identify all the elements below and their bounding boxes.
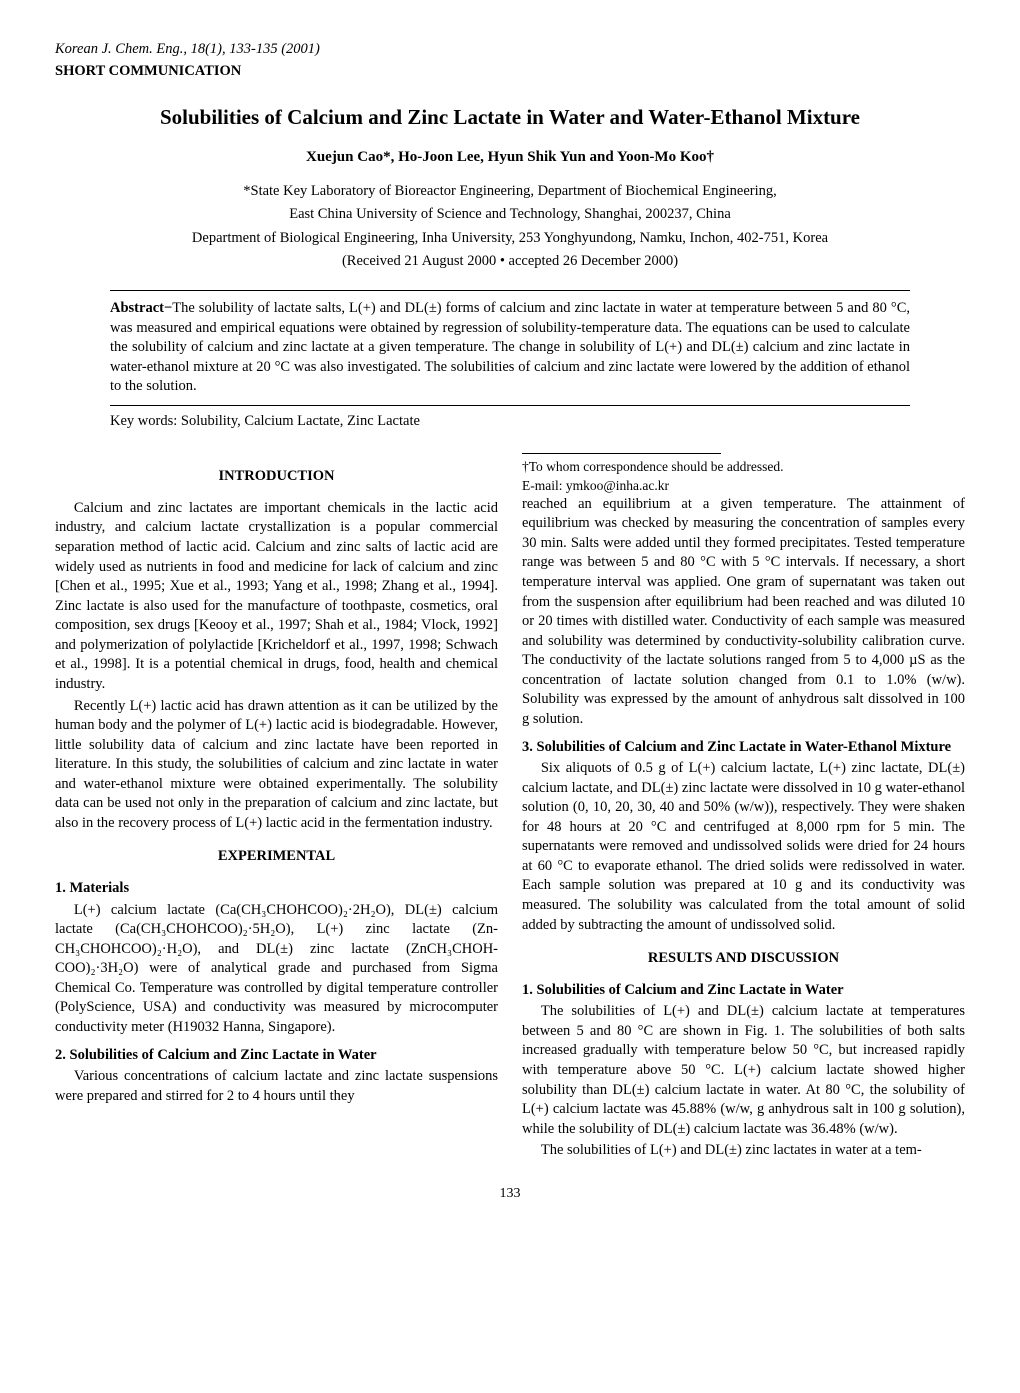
solubilities-water-paragraph-b: reached an equilibrium at a given temper… bbox=[522, 495, 965, 730]
solubilities-water-subheading: 2. Solubilities of Calcium and Zinc Lact… bbox=[55, 1046, 498, 1066]
abstract-block: Abstract−The solubility of lactate salts… bbox=[110, 290, 910, 406]
results-paragraph-2: The solubilities of L(+) and DL(±) zinc … bbox=[522, 1141, 965, 1161]
results-paragraph-1: The solubilities of L(+) and DL(±) calci… bbox=[522, 1002, 965, 1139]
correspondence-footnote: †To whom correspondence should be addres… bbox=[522, 458, 965, 476]
introduction-heading: INTRODUCTION bbox=[55, 467, 498, 487]
results-heading: RESULTS AND DISCUSSION bbox=[522, 949, 965, 969]
solubilities-ethanol-subheading: 3. Solubilities of Calcium and Zinc Lact… bbox=[522, 738, 965, 758]
materials-paragraph: L(+) calcium lactate (Ca(CH₃CHOHCOO)₂·2H… bbox=[55, 901, 498, 1038]
materials-subheading: 1. Materials bbox=[55, 879, 498, 899]
abstract-text: The solubility of lactate salts, L(+) an… bbox=[110, 300, 910, 394]
abstract-label: Abstract− bbox=[110, 300, 172, 316]
affiliation-1: *State Key Laboratory of Bioreactor Engi… bbox=[55, 182, 965, 202]
solubilities-ethanol-paragraph: Six aliquots of 0.5 g of L(+) calcium la… bbox=[522, 759, 965, 935]
experimental-heading: EXPERIMENTAL bbox=[55, 847, 498, 867]
affiliation-2: East China University of Science and Tec… bbox=[55, 205, 965, 225]
body-columns: INTRODUCTION Calcium and zinc lactates a… bbox=[55, 453, 965, 1160]
footnote-block: †To whom correspondence should be addres… bbox=[522, 453, 965, 494]
results-sub1: 1. Solubilities of Calcium and Zinc Lact… bbox=[522, 981, 965, 1001]
journal-header: Korean J. Chem. Eng., 18(1), 133-135 (20… bbox=[55, 40, 965, 60]
affiliation-3: Department of Biological Engineering, In… bbox=[55, 229, 965, 249]
authors-line: Xuejun Cao*, Ho-Joon Lee, Hyun Shik Yun … bbox=[55, 147, 965, 167]
email-footnote: E-mail: ymkoo@inha.ac.kr bbox=[522, 477, 965, 495]
intro-paragraph-1: Calcium and zinc lactates are important … bbox=[55, 499, 498, 695]
intro-paragraph-2: Recently L(+) lactic acid has drawn atte… bbox=[55, 697, 498, 834]
footnote-separator bbox=[522, 453, 721, 454]
received-accepted-dates: (Received 21 August 2000 • accepted 26 D… bbox=[55, 252, 965, 272]
paper-title: Solubilities of Calcium and Zinc Lactate… bbox=[55, 103, 965, 131]
keywords-line: Key words: Solubility, Calcium Lactate, … bbox=[110, 412, 910, 432]
short-communication-label: SHORT COMMUNICATION bbox=[55, 62, 965, 82]
solubilities-water-paragraph-a: Various concentrations of calcium lactat… bbox=[55, 1067, 498, 1106]
page-number: 133 bbox=[55, 1185, 965, 1204]
